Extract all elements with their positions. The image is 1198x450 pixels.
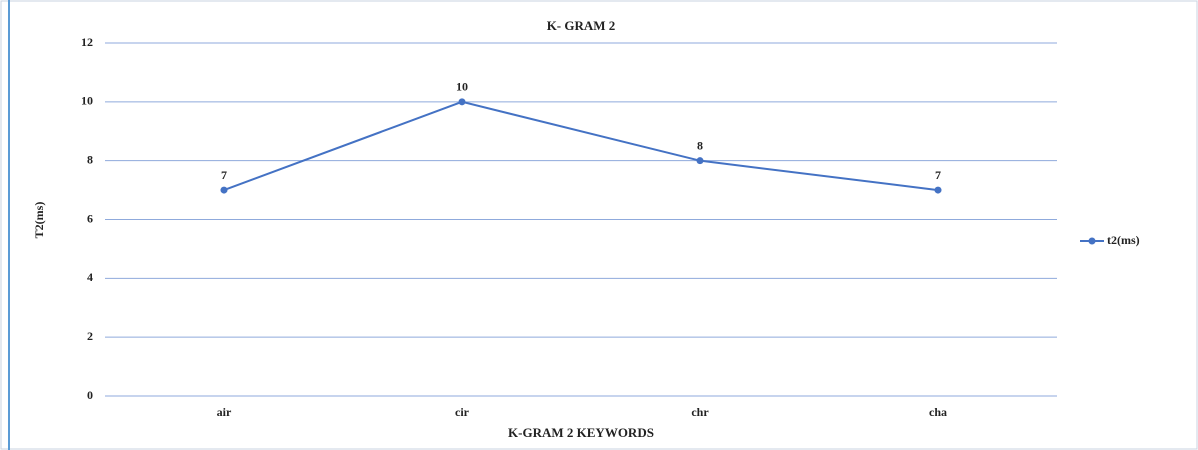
- y-tick-label: 0: [87, 388, 93, 402]
- x-axis-label: K-GRAM 2 KEYWORDS: [508, 425, 654, 440]
- x-tick-label: cha: [929, 405, 947, 419]
- data-label: 8: [697, 138, 703, 152]
- legend-label: t2(ms): [1107, 233, 1140, 247]
- y-tick-label: 10: [81, 94, 93, 108]
- y-axis-label: T2(ms): [32, 202, 46, 239]
- data-label: 7: [935, 168, 941, 182]
- x-tick-label: chr: [691, 405, 709, 419]
- x-tick-label: cir: [455, 405, 470, 419]
- data-point: [934, 186, 942, 194]
- series-line: [223, 100, 939, 192]
- y-tick-label: 12: [81, 35, 93, 49]
- data-point: [696, 157, 704, 165]
- y-tick-label: 8: [87, 152, 93, 166]
- data-label: 7: [221, 168, 227, 182]
- data-point: [458, 98, 466, 106]
- data-label: 10: [456, 80, 468, 94]
- legend-marker: [1088, 237, 1096, 245]
- chart-title: K- GRAM 2: [547, 18, 616, 33]
- data-point: [220, 186, 228, 194]
- y-tick-label: 4: [87, 270, 93, 284]
- y-tick-label: 6: [87, 211, 93, 225]
- y-tick-label: 2: [87, 329, 93, 343]
- x-tick-label: air: [217, 405, 232, 419]
